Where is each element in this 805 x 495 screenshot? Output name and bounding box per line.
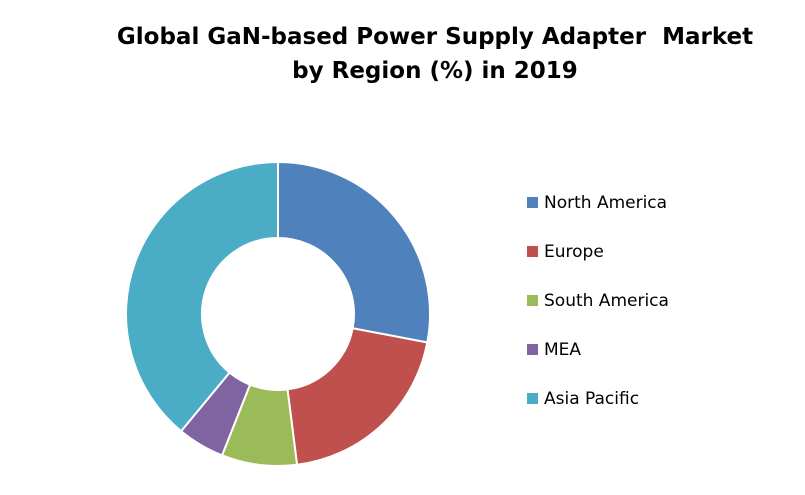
legend-item-north-america: North America: [527, 178, 669, 227]
legend-swatch: [527, 246, 538, 257]
donut-slice-north-america: [277, 160, 431, 344]
chart-legend: North America Europe South America MEA A…: [527, 178, 669, 423]
legend-item-europe: Europe: [527, 227, 669, 276]
legend-item-south-america: South America: [527, 276, 669, 325]
chart-title-line-2: by Region (%) in 2019: [292, 58, 578, 84]
donut-slice-asia-pacific: [125, 160, 279, 433]
chart-title-line-1: Global GaN-based Power Supply Adapter Ma…: [116, 24, 754, 50]
legend-label: MEA: [544, 339, 582, 360]
legend-label: South America: [544, 290, 669, 311]
legend-label: North America: [544, 192, 668, 213]
chart-title: Global GaN-based Power Supply Adapter Ma…: [60, 20, 805, 88]
legend-item-mea: MEA: [527, 325, 669, 374]
donut-slice-europe: [286, 327, 429, 466]
legend-item-asia-pacific: Asia Pacific: [527, 374, 669, 423]
legend-swatch: [527, 295, 538, 306]
legend-swatch: [527, 344, 538, 355]
legend-label: Asia Pacific: [544, 388, 640, 409]
legend-swatch: [527, 197, 538, 208]
legend-label: Europe: [544, 241, 604, 262]
legend-swatch: [527, 393, 538, 404]
